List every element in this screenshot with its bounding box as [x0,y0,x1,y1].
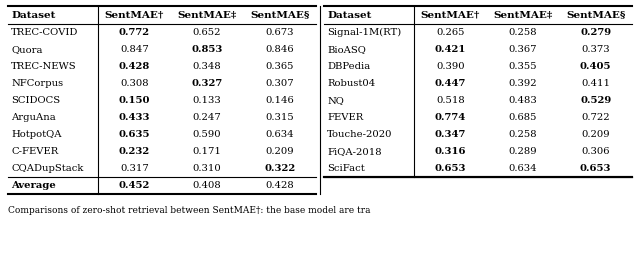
Text: NFCorpus: NFCorpus [11,79,63,88]
Text: 0.846: 0.846 [266,45,294,54]
Text: 0.673: 0.673 [266,28,294,37]
Text: 0.847: 0.847 [120,45,148,54]
Text: 0.373: 0.373 [581,45,610,54]
Text: 0.367: 0.367 [509,45,537,54]
Text: ArguAna: ArguAna [11,113,56,122]
Text: 0.590: 0.590 [193,130,221,139]
Text: 0.405: 0.405 [580,62,611,71]
Text: DBPedia: DBPedia [327,62,371,71]
Text: 0.634: 0.634 [266,130,294,139]
Text: 0.635: 0.635 [118,130,150,139]
Text: Quora: Quora [11,45,42,54]
Text: SCIDOCS: SCIDOCS [11,96,60,105]
Text: 0.258: 0.258 [509,130,538,139]
Text: 0.685: 0.685 [509,113,537,122]
Text: 0.392: 0.392 [509,79,538,88]
Text: 0.315: 0.315 [266,113,294,122]
Text: 0.310: 0.310 [193,164,221,173]
Text: 0.133: 0.133 [193,96,221,105]
Text: BioASQ: BioASQ [327,45,366,54]
Text: FEVER: FEVER [327,113,364,122]
Text: 0.355: 0.355 [509,62,538,71]
Text: SentMAE‡: SentMAE‡ [177,11,237,20]
Text: HotpotQA: HotpotQA [11,130,61,139]
Text: SciFact: SciFact [327,164,365,173]
Text: 0.327: 0.327 [191,79,223,88]
Text: Average: Average [11,181,56,190]
Text: 0.634: 0.634 [509,164,538,173]
Text: C-FEVER: C-FEVER [11,147,58,156]
Text: TREC-NEWS: TREC-NEWS [11,62,77,71]
Text: 0.171: 0.171 [193,147,221,156]
Text: 0.447: 0.447 [435,79,466,88]
Text: 0.279: 0.279 [580,28,611,37]
Text: 0.307: 0.307 [266,79,294,88]
Text: 0.774: 0.774 [435,113,466,122]
Text: 0.433: 0.433 [118,113,150,122]
Text: 0.209: 0.209 [266,147,294,156]
Text: 0.348: 0.348 [193,62,221,71]
Text: 0.772: 0.772 [119,28,150,37]
Text: Comparisons of zero-shot retrieval between SentMAE†: the base model are tra: Comparisons of zero-shot retrieval betwe… [8,206,371,215]
Text: 0.428: 0.428 [118,62,150,71]
Text: 0.316: 0.316 [435,147,466,156]
Text: FiQA-2018: FiQA-2018 [327,147,381,156]
Text: 0.452: 0.452 [118,181,150,190]
Text: 0.265: 0.265 [436,28,465,37]
Text: 0.322: 0.322 [264,164,295,173]
Text: 0.529: 0.529 [580,96,611,105]
Text: 0.653: 0.653 [580,164,611,173]
Text: Touche-2020: Touche-2020 [327,130,392,139]
Text: 0.518: 0.518 [436,96,465,105]
Text: SentMAE§: SentMAE§ [250,11,309,20]
Text: Signal-1M(RT): Signal-1M(RT) [327,28,401,37]
Text: 0.347: 0.347 [435,130,466,139]
Text: SentMAE‡: SentMAE‡ [493,11,552,20]
Text: 0.308: 0.308 [120,79,148,88]
Text: 0.722: 0.722 [581,113,610,122]
Text: 0.306: 0.306 [581,147,610,156]
Text: 0.408: 0.408 [193,181,221,190]
Text: 0.421: 0.421 [435,45,466,54]
Text: NQ: NQ [327,96,344,105]
Text: SentMAE†: SentMAE† [420,11,480,20]
Text: 0.652: 0.652 [193,28,221,37]
Text: SentMAE†: SentMAE† [105,11,164,20]
Text: TREC-COVID: TREC-COVID [11,28,78,37]
Text: SentMAE§: SentMAE§ [566,11,625,20]
Text: 0.150: 0.150 [118,96,150,105]
Text: 0.232: 0.232 [118,147,150,156]
Text: Robust04: Robust04 [327,79,375,88]
Text: 0.209: 0.209 [581,130,610,139]
Text: CQADupStack: CQADupStack [11,164,83,173]
Text: 0.853: 0.853 [191,45,223,54]
Text: 0.411: 0.411 [581,79,610,88]
Text: 0.146: 0.146 [266,96,294,105]
Text: Dataset: Dataset [327,11,371,20]
Text: 0.365: 0.365 [266,62,294,71]
Text: Dataset: Dataset [11,11,56,20]
Text: 0.289: 0.289 [509,147,538,156]
Text: 0.653: 0.653 [435,164,466,173]
Text: 0.258: 0.258 [509,28,538,37]
Text: 0.428: 0.428 [266,181,294,190]
Text: 0.390: 0.390 [436,62,465,71]
Text: 0.317: 0.317 [120,164,148,173]
Text: 0.247: 0.247 [193,113,221,122]
Text: 0.483: 0.483 [509,96,538,105]
